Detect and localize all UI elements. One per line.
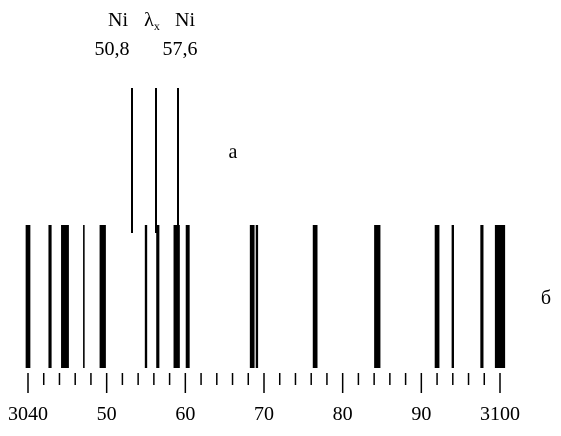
x-tick-label: 80: [333, 403, 353, 425]
reference-label: 57,6: [163, 38, 198, 60]
spectral-line: [48, 225, 51, 368]
x-tick-label: 60: [175, 403, 195, 425]
reference-name: Ni: [108, 9, 128, 31]
x-tick-label: 50: [97, 403, 117, 425]
spectral-line: [156, 225, 159, 368]
spectral-line: [186, 225, 190, 368]
page: Ni 50,8 λx Ni 57,6 а б 3040 50 60 70 80 90 310…: [0, 0, 561, 436]
spectral-line: [495, 225, 505, 368]
spectral-line: [313, 225, 318, 368]
subscript: x: [154, 19, 160, 33]
spectral-line: [435, 225, 440, 368]
spectral-line: [256, 225, 258, 368]
reference-name: λx: [144, 9, 160, 33]
panel-label: б: [541, 287, 551, 309]
x-tick-label: 70: [254, 403, 274, 425]
spectral-line: [83, 225, 85, 368]
spectral-line: [145, 225, 147, 368]
spectral-line: [250, 225, 255, 368]
spectral-line: [480, 225, 483, 368]
x-tick-label: 3040: [8, 403, 48, 425]
lambda: λ: [144, 9, 154, 31]
chart: Ni 50,8 λx Ni 57,6 а б 3040 50 60 70 80 90 310…: [0, 0, 561, 436]
spectral-line: [174, 225, 180, 368]
reference-label: 50,8: [95, 38, 130, 60]
spectral-line: [374, 225, 380, 368]
reference-name: Ni: [175, 9, 195, 31]
spectral-line: [452, 225, 454, 368]
spectral-line: [61, 225, 69, 368]
panel-label: а: [229, 141, 238, 163]
spectral-line: [26, 225, 31, 368]
x-tick-label: 3100: [480, 403, 520, 425]
spectral-line: [100, 225, 106, 368]
x-tick-label: 90: [411, 403, 431, 425]
